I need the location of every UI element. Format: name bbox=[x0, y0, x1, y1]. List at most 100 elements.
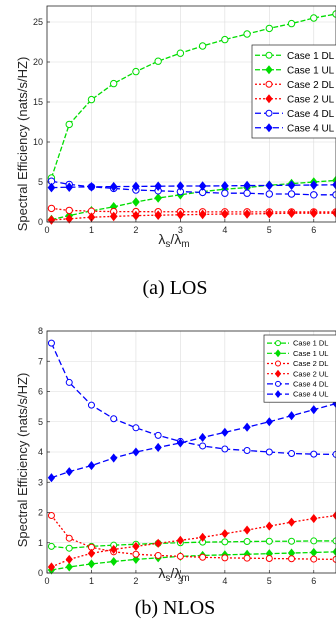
data-point-case-4-ul bbox=[198, 181, 207, 191]
data-point-case-2-dl bbox=[47, 512, 55, 520]
legend-marker-case-2-dl bbox=[265, 80, 273, 88]
x-tick-label: 5 bbox=[267, 225, 272, 235]
data-point-case-4-dl bbox=[199, 442, 207, 450]
data-point-case-2-dl bbox=[65, 534, 73, 542]
data-point-case-4-ul bbox=[47, 473, 56, 483]
data-point-case-1-dl bbox=[109, 79, 118, 88]
data-point-case-4-ul bbox=[265, 180, 274, 191]
data-point-case-1-dl bbox=[287, 19, 296, 28]
x-tick-label: 6 bbox=[311, 576, 316, 586]
data-point-case-1-dl bbox=[265, 24, 274, 33]
data-point-case-2-dl bbox=[332, 555, 336, 563]
legend-marker-case-1-ul bbox=[274, 349, 282, 358]
data-point-case-2-ul bbox=[154, 538, 162, 548]
data-point-case-1-ul bbox=[332, 547, 336, 557]
data-point-case-2-ul bbox=[265, 208, 274, 219]
x-tick-label: 0 bbox=[44, 225, 49, 235]
y-tick-label: 2 bbox=[38, 508, 43, 518]
x-tick-label: 5 bbox=[267, 576, 272, 586]
data-point-case-1-dl bbox=[221, 35, 229, 44]
data-point-case-4-ul bbox=[287, 411, 296, 421]
data-point-case-2-ul bbox=[265, 521, 273, 531]
data-point-case-2-dl bbox=[243, 554, 251, 562]
data-point-case-1-ul bbox=[110, 556, 118, 567]
x-axis-label-nlos: λs/λm bbox=[158, 565, 189, 584]
legend-marker-case-4-ul bbox=[274, 390, 282, 399]
legend-label-case-2-dl: Case 2 DL bbox=[293, 359, 328, 368]
data-point-case-2-ul bbox=[65, 213, 74, 224]
series-markers-nlos bbox=[47, 339, 336, 575]
series-line-case-4-dl bbox=[51, 180, 336, 196]
legend-marker-case-1-dl bbox=[275, 340, 281, 347]
data-point-case-4-ul bbox=[132, 447, 140, 457]
x-tick-label: 3 bbox=[178, 576, 183, 586]
axes-frame-los bbox=[46, 5, 336, 223]
data-point-case-4-ul bbox=[109, 181, 118, 192]
legend-label-case-4-dl: Case 4 DL bbox=[287, 109, 335, 120]
y-tick-label: 7 bbox=[38, 356, 43, 366]
data-point-case-2-dl bbox=[288, 555, 296, 563]
legend-marker-case-2-ul bbox=[274, 369, 282, 378]
data-point-case-2-dl bbox=[199, 553, 207, 561]
data-point-case-1-dl bbox=[65, 120, 73, 129]
y-tick-label: 25 bbox=[33, 17, 43, 27]
data-point-case-2-ul bbox=[221, 529, 229, 539]
legend-marker-case-1-ul bbox=[265, 65, 273, 75]
data-point-case-2-dl bbox=[65, 206, 73, 215]
data-point-case-4-ul bbox=[154, 181, 162, 192]
legend-label-case-4-ul: Case 4 UL bbox=[293, 390, 328, 399]
data-point-case-4-ul bbox=[265, 417, 273, 427]
x-tick-label: 6 bbox=[311, 225, 316, 235]
data-point-case-2-ul bbox=[109, 211, 118, 222]
legend-label-case-2-ul: Case 2 UL bbox=[287, 94, 335, 105]
data-point-case-4-dl bbox=[287, 190, 296, 198]
y-tick-label: 8 bbox=[38, 326, 43, 336]
chart-los: 0 1 2 3 4 5 6 0 5 10 15 20 25 Spectral Efficiency (n… bbox=[15, 5, 336, 299]
data-point-case-1-dl bbox=[176, 49, 185, 57]
legend-marker-case-4-dl bbox=[265, 109, 273, 117]
data-point-case-4-ul bbox=[47, 182, 56, 193]
data-point-case-1-ul bbox=[132, 554, 140, 564]
legend-label-case-4-dl: Case 4 DL bbox=[293, 380, 328, 389]
x-tick-label: 0 bbox=[44, 576, 49, 586]
data-point-case-2-dl bbox=[154, 551, 162, 559]
data-point-case-2-ul bbox=[176, 535, 185, 545]
y-tick-label: 0 bbox=[38, 568, 43, 578]
data-point-case-1-dl bbox=[310, 537, 318, 545]
data-point-case-4-dl bbox=[110, 415, 118, 423]
legend-marker-case-2-dl bbox=[275, 360, 281, 367]
data-point-case-1-ul bbox=[65, 562, 73, 572]
data-point-case-4-ul bbox=[310, 405, 318, 415]
legend-label-case-4-ul: Case 4 UL bbox=[287, 123, 335, 134]
data-point-case-2-dl bbox=[265, 554, 273, 562]
data-point-case-4-ul bbox=[110, 453, 118, 463]
data-point-case-1-dl bbox=[154, 57, 162, 65]
legend-marker-case-4-ul bbox=[265, 123, 273, 133]
data-point-case-1-dl bbox=[198, 42, 207, 50]
data-point-case-1-dl bbox=[288, 537, 296, 545]
series-markers-los bbox=[47, 10, 336, 225]
data-point-case-4-dl bbox=[65, 378, 73, 386]
data-point-case-4-dl bbox=[154, 431, 162, 439]
data-point-case-2-dl bbox=[221, 554, 229, 562]
data-point-case-1-dl bbox=[221, 538, 229, 546]
data-point-case-4-ul bbox=[221, 181, 229, 191]
data-point-case-2-ul bbox=[87, 548, 96, 558]
series-line-case-1-dl bbox=[51, 540, 336, 549]
legend-los: Case 1 DL Case 1 UL Case 2 DL Case 2 UL Case… bbox=[251, 44, 336, 139]
data-point-case-1-dl bbox=[65, 544, 73, 552]
data-point-case-4-ul bbox=[332, 179, 336, 190]
data-point-case-4-ul bbox=[243, 422, 251, 432]
y-tick-label: 1 bbox=[38, 538, 43, 548]
legend-box bbox=[263, 334, 336, 403]
series-line-case-1-ul bbox=[51, 179, 336, 221]
legend-marker-case-1-dl bbox=[265, 51, 273, 59]
data-point-case-4-ul bbox=[154, 442, 162, 453]
series-line-case-2-dl bbox=[51, 207, 336, 213]
series-line-case-4-ul bbox=[51, 402, 336, 479]
y-tick-label: 15 bbox=[33, 97, 43, 107]
data-point-case-1-ul bbox=[87, 559, 96, 569]
data-point-case-4-dl bbox=[221, 445, 229, 453]
data-point-case-2-dl bbox=[132, 550, 140, 558]
